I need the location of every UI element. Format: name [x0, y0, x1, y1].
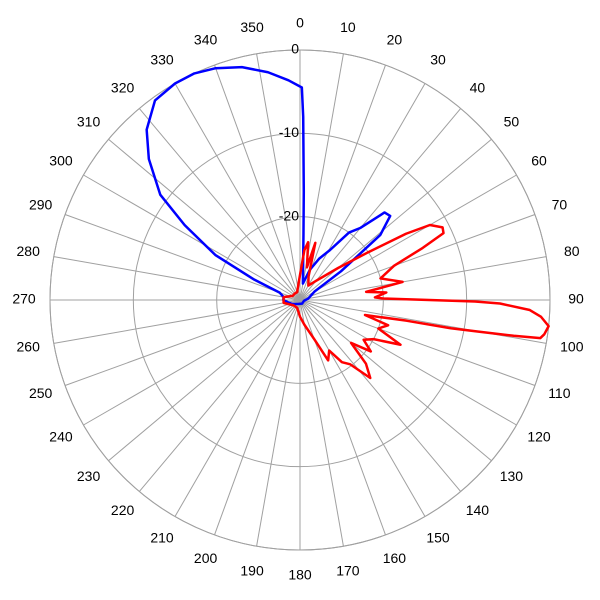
theta-tick-label: 60: [531, 153, 547, 169]
theta-tick-label: 80: [564, 243, 580, 259]
theta-tick-label: 260: [17, 339, 41, 355]
series-line: [282, 223, 550, 380]
theta-tick-label: 40: [470, 79, 486, 95]
theta-tick-label: 150: [426, 530, 450, 546]
grid-spoke: [64, 214, 301, 301]
theta-tick-label: 280: [17, 243, 41, 259]
theta-tick-label: 210: [150, 530, 174, 546]
grid-spoke: [83, 174, 301, 301]
grid-spoke: [138, 299, 301, 492]
theta-tick-label: 250: [29, 385, 53, 401]
grid-spoke: [299, 299, 492, 462]
grid-spoke: [138, 108, 301, 301]
theta-tick-label: 340: [194, 31, 218, 47]
grid-spoke: [108, 138, 301, 301]
grid-spoke: [299, 64, 386, 301]
theta-tick-label: 160: [383, 550, 407, 566]
theta-tick-label: 300: [49, 153, 73, 169]
theta-tick-label: 230: [77, 468, 101, 484]
theta-tick-label: 270: [12, 291, 36, 307]
theta-tick-label: 20: [387, 31, 403, 47]
theta-tick-label: 240: [49, 429, 73, 445]
grid-spoke: [256, 53, 301, 301]
r-tick-label: -10: [279, 124, 299, 140]
grid-spoke: [174, 83, 301, 301]
grid-spoke: [83, 299, 301, 426]
grid-spoke: [53, 299, 301, 344]
series-line: [145, 65, 392, 306]
grid-spoke: [299, 299, 344, 547]
grid-spoke: [299, 214, 536, 301]
theta-tick-label: 350: [240, 19, 264, 35]
theta-tick-label: 70: [552, 196, 568, 212]
grid-spoke: [299, 174, 517, 301]
theta-tick-label: 310: [77, 113, 101, 129]
grid-spoke: [299, 256, 547, 301]
theta-tick-label: 90: [568, 291, 584, 307]
theta-tick-label: 170: [336, 563, 360, 579]
theta-tick-label: 220: [111, 502, 135, 518]
grid-spoke: [299, 299, 536, 386]
grid-spoke: [256, 299, 301, 547]
r-tick-label: -20: [279, 207, 299, 223]
grid-spoke: [299, 138, 492, 301]
grid-spoke: [299, 299, 547, 344]
theta-tick-label: 130: [500, 468, 524, 484]
grid-spoke: [299, 299, 517, 426]
grid-spoke: [214, 64, 301, 301]
theta-tick-label: 30: [430, 52, 446, 68]
grid-spoke: [299, 83, 426, 301]
theta-tick-label: 190: [240, 563, 264, 579]
grid-spoke: [174, 299, 301, 517]
theta-tick-label: 10: [340, 19, 356, 35]
theta-tick-label: 180: [288, 567, 312, 583]
theta-tick-label: 290: [29, 196, 53, 212]
theta-tick-label: 140: [466, 502, 490, 518]
grid-spoke: [64, 299, 301, 386]
theta-tick-label: 330: [150, 52, 174, 68]
theta-tick-label: 50: [504, 113, 520, 129]
theta-tick-label: 110: [548, 385, 571, 401]
theta-tick-label: 320: [111, 79, 135, 95]
theta-tick-label: 120: [527, 429, 551, 445]
grid-spoke: [214, 299, 301, 536]
theta-tick-label: 200: [194, 550, 218, 566]
theta-tick-label: 0: [296, 15, 304, 31]
grid-spoke: [53, 256, 301, 301]
grid-spoke: [299, 299, 462, 492]
grid-spoke: [299, 299, 426, 517]
grid-spoke: [299, 108, 462, 301]
r-tick-label: 0: [291, 41, 299, 57]
grid-spoke: [108, 299, 301, 462]
theta-tick-label: 100: [560, 339, 584, 355]
